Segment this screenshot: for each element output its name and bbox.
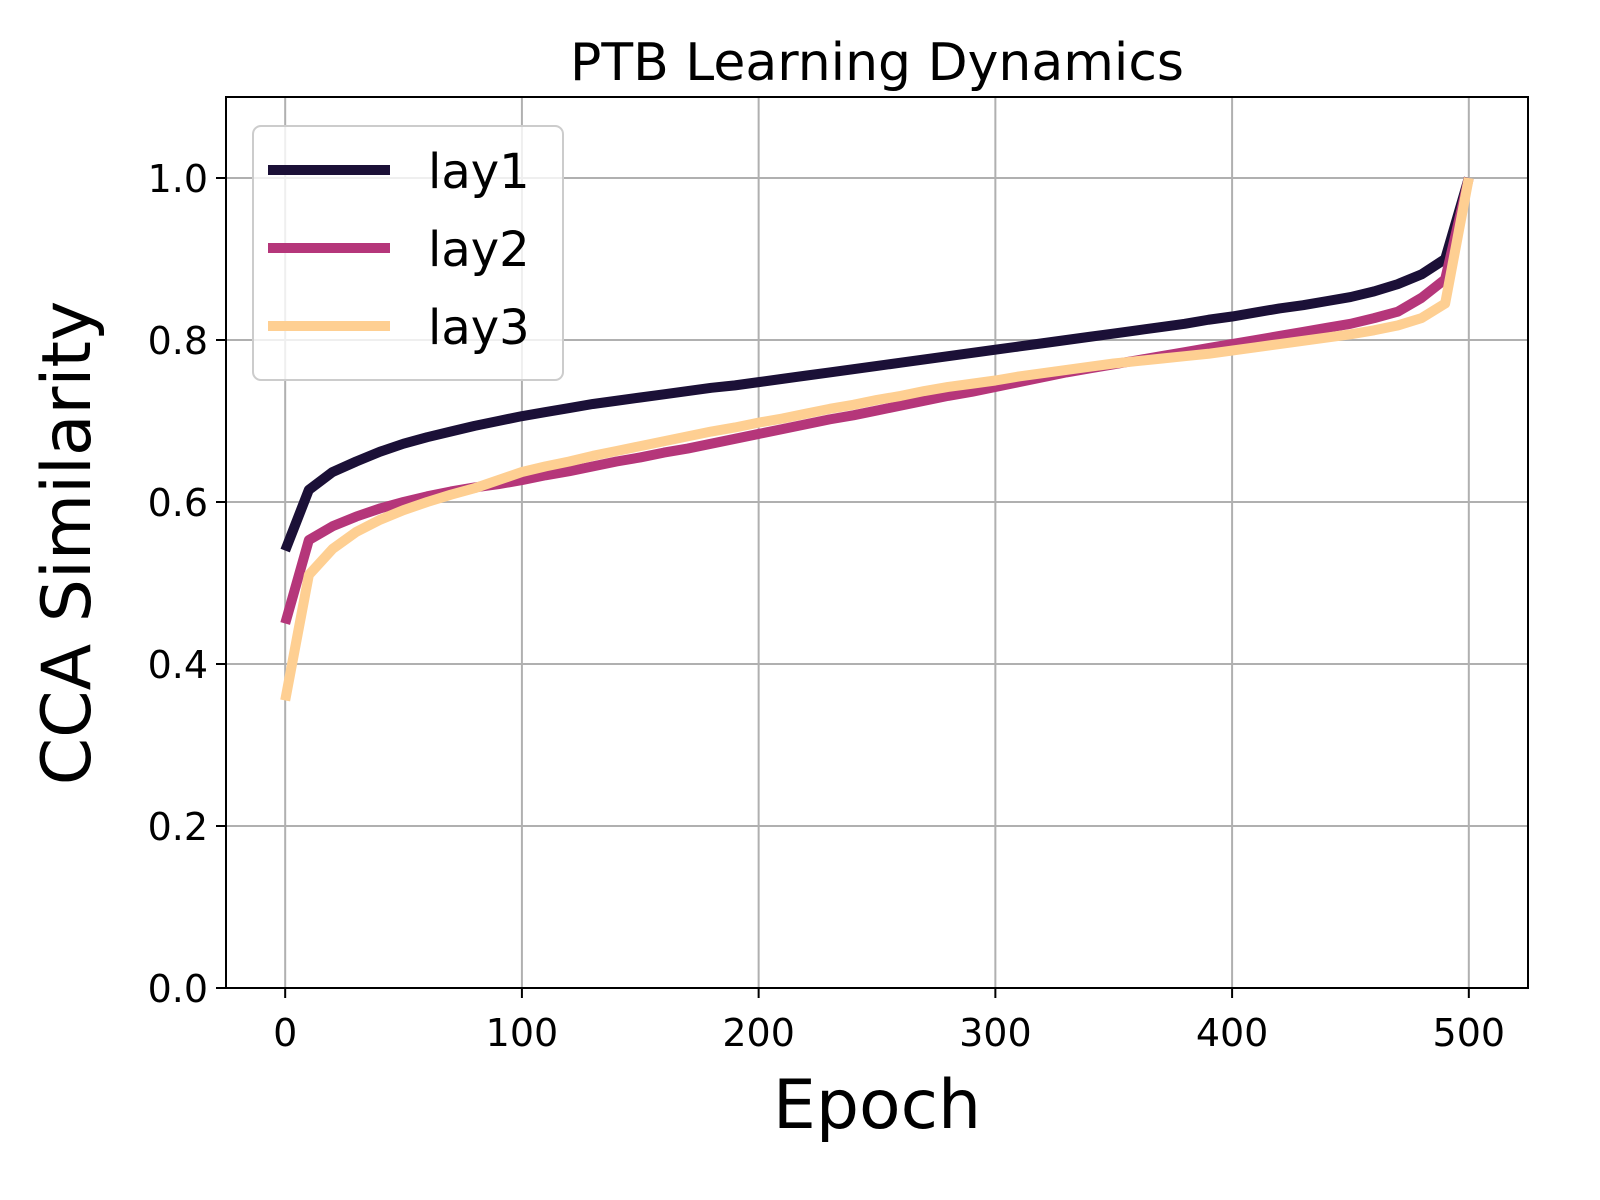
y-axis-label: CCA Similarity (28, 301, 107, 786)
y-tick-label: 1.0 (148, 157, 208, 201)
series-lines (280, 176, 1474, 702)
x-tick-label: 400 (1196, 1011, 1269, 1055)
x-tick-label: 500 (1433, 1011, 1506, 1055)
legend-box (252, 125, 564, 381)
plot-frame (225, 96, 1529, 989)
y-tick-label: 0.2 (148, 805, 208, 849)
x-axis-label: Epoch (773, 1066, 981, 1145)
legend: lay1 lay2 lay3 (252, 125, 564, 381)
y-tick-label: 0.6 (148, 481, 208, 525)
x-tick-label: 0 (273, 1011, 297, 1055)
y-tick-label: 0.4 (148, 643, 208, 687)
legend-label-lay1: lay1 (428, 144, 530, 200)
series-line-lay1 (280, 176, 1474, 553)
legend-label-lay2: lay2 (428, 222, 530, 278)
chart-title: PTB Learning Dynamics (570, 33, 1184, 93)
axis-ticks: 0 100 200 300 400 500 0.0 0.2 0.4 0.6 0.8 1.0 (148, 157, 1506, 1055)
y-tick-label: 0.8 (148, 319, 208, 363)
legend-label-lay3: lay3 (428, 300, 530, 356)
x-tick-label: 200 (722, 1011, 795, 1055)
x-tick-label: 100 (486, 1011, 559, 1055)
y-tick-label: 0.0 (148, 967, 208, 1011)
x-tick-label: 300 (959, 1011, 1032, 1055)
series-line-lay3 (280, 177, 1474, 702)
